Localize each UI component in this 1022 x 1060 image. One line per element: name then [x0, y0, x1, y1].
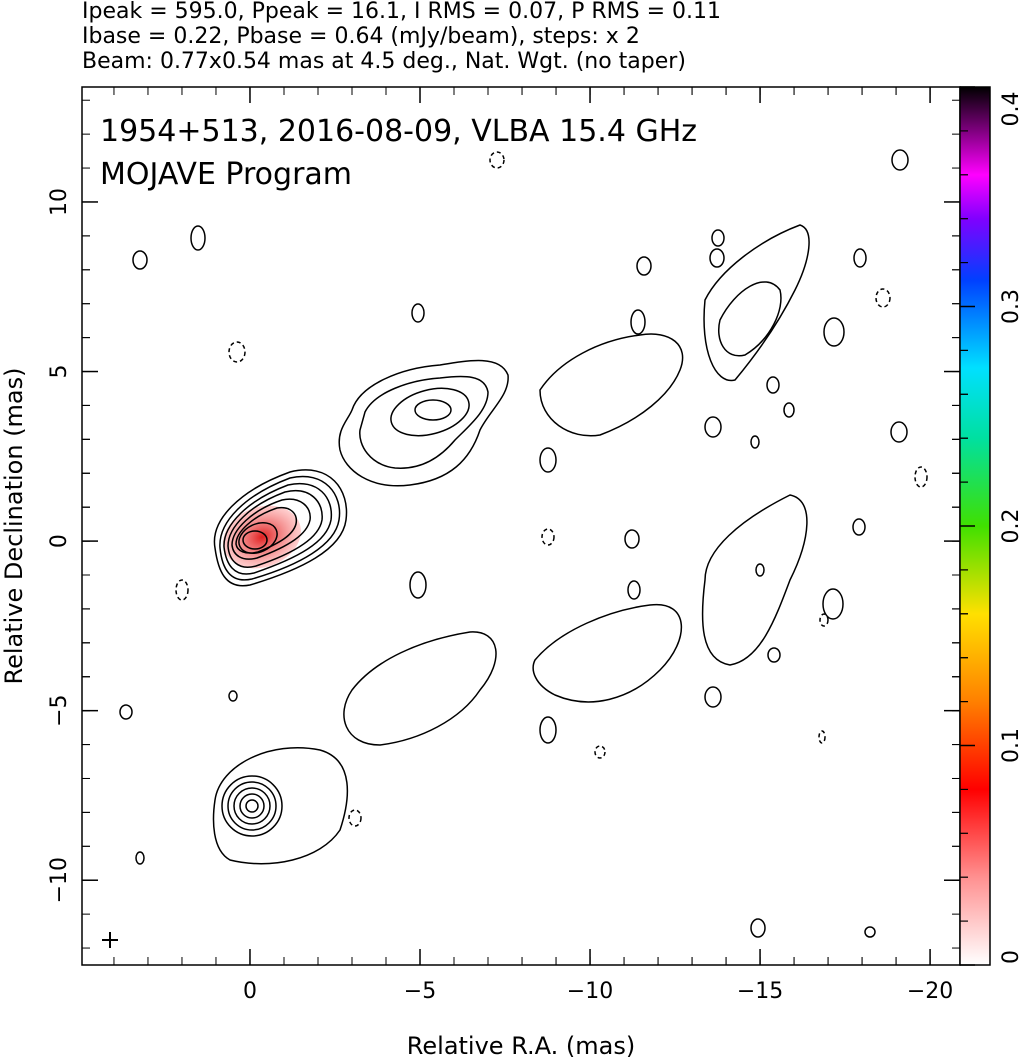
x-tick-label: −5 [404, 979, 436, 1004]
x-tick-label: 0 [243, 979, 257, 1004]
header-line: Ipeak = 595.0, Ppeak = 16.1, I RMS = 0.0… [82, 0, 721, 24]
y-tick-label: −5 [47, 694, 72, 726]
y-tick-label: −10 [47, 857, 72, 903]
header: Ipeak = 595.0, Ppeak = 16.1, I RMS = 0.0… [82, 0, 721, 74]
y-tick-label: 5 [47, 365, 72, 379]
total-intensity-contours [102, 149, 928, 948]
colorbar-tick-label: 0.1 [999, 728, 1022, 763]
y-axis-label: Relative Declination (mas) [0, 367, 28, 684]
colorbar-tick-label: 0.2 [999, 509, 1022, 544]
y-tick-label: 0 [47, 534, 72, 548]
polarized-emission [223, 505, 301, 569]
contours [102, 149, 928, 948]
y-tick-label: 10 [47, 188, 72, 216]
header-line: Beam: 0.77x0.54 mas at 4.5 deg., Nat. Wg… [82, 49, 686, 74]
colorbar-tick-label: 0.3 [999, 289, 1022, 324]
x-tick-label: −10 [567, 979, 613, 1004]
x-tick-label: −15 [737, 979, 783, 1004]
colorbar-tick-label: 0.4 [999, 92, 1022, 127]
annotation: 1954+513, 2016-08-09, VLBA 15.4 GHz [100, 114, 697, 149]
x-axis-label: Relative R.A. (mas) [407, 1032, 635, 1060]
annotation: MOJAVE Program [100, 157, 352, 192]
x-tick-label: −20 [907, 979, 953, 1004]
header-line: Ibase = 0.22, Pbase = 0.64 (mJy/beam), s… [82, 24, 640, 49]
colorbar-tick-label: 0 [999, 950, 1022, 964]
plot-frame [81, 86, 961, 966]
